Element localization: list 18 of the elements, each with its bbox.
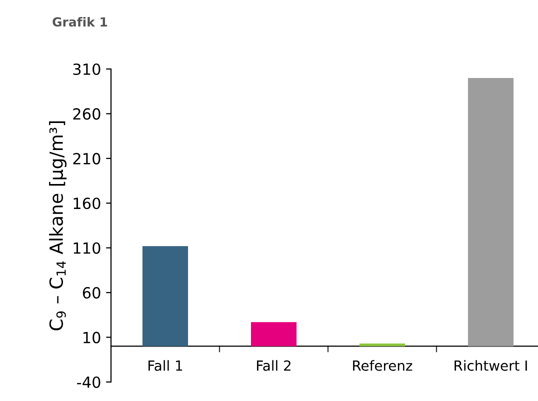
bar <box>468 78 514 346</box>
y-tick-label: 60 <box>82 287 100 299</box>
y-tick-label: 110 <box>74 242 100 254</box>
x-tick-label: Richtwert I <box>454 360 527 371</box>
y-tick-label: 310 <box>73 63 100 76</box>
chart-title: Grafik 1 <box>52 16 108 27</box>
x-tick-label: Fall 2 <box>257 360 290 371</box>
y-tick-label: 210 <box>73 152 100 164</box>
bar <box>359 344 406 346</box>
y-tick-label: 160 <box>74 198 100 210</box>
y-axis-title: C$_{9}$ – C$_{14}$ Alkane [µg/m³] <box>49 121 67 330</box>
bar <box>142 246 188 346</box>
bar <box>250 322 297 346</box>
y-tick-label: -40 <box>77 376 100 388</box>
y-tick-label: 260 <box>73 108 100 120</box>
y-tick-label: 10 <box>84 332 100 344</box>
x-tick-label: Fall 1 <box>148 360 182 371</box>
x-tick-label: Referenz <box>353 360 412 371</box>
